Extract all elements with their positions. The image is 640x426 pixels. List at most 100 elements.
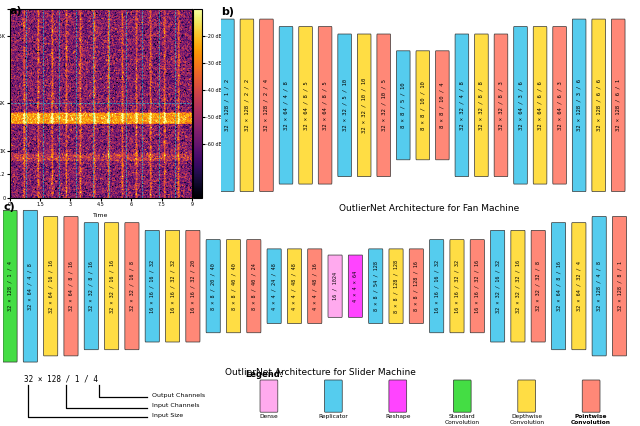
Text: a): a) bbox=[10, 6, 22, 16]
FancyBboxPatch shape bbox=[267, 249, 281, 323]
Text: 8 × 8 / 40 / 24: 8 × 8 / 40 / 24 bbox=[252, 263, 257, 310]
FancyBboxPatch shape bbox=[490, 230, 505, 342]
Text: 16 × 16 / 32 / 16: 16 × 16 / 32 / 16 bbox=[475, 259, 480, 313]
Text: 4 × 4 / 48 / 16: 4 × 4 / 48 / 16 bbox=[312, 263, 317, 310]
FancyBboxPatch shape bbox=[531, 230, 545, 342]
Text: 8 × 8 / 5 / 10: 8 × 8 / 5 / 10 bbox=[401, 83, 406, 128]
FancyBboxPatch shape bbox=[3, 210, 17, 362]
Text: 32 × 64 / 4 / 8: 32 × 64 / 4 / 8 bbox=[28, 263, 33, 310]
Text: 32 × 32 / 32 / 8: 32 × 32 / 32 / 8 bbox=[536, 261, 541, 311]
Text: 32 × 128 / 4 / 8: 32 × 128 / 4 / 8 bbox=[596, 261, 602, 311]
Text: Pointwise
Convolution: Pointwise Convolution bbox=[571, 414, 611, 425]
FancyBboxPatch shape bbox=[552, 223, 566, 350]
Text: Reshape: Reshape bbox=[385, 414, 410, 419]
Text: Output Channels: Output Channels bbox=[152, 393, 205, 398]
Text: 16 / 1024: 16 / 1024 bbox=[333, 272, 337, 300]
Text: 32 × 32 / 16 / 16: 32 × 32 / 16 / 16 bbox=[109, 259, 114, 313]
FancyBboxPatch shape bbox=[416, 51, 429, 160]
FancyBboxPatch shape bbox=[260, 380, 278, 412]
Text: OutlierNet Architecture for Fan Machine: OutlierNet Architecture for Fan Machine bbox=[339, 204, 519, 213]
FancyBboxPatch shape bbox=[23, 210, 37, 362]
FancyBboxPatch shape bbox=[377, 34, 390, 177]
Text: 32 × 64 / 6 / 3: 32 × 64 / 6 / 3 bbox=[557, 81, 562, 130]
Text: Dense: Dense bbox=[260, 414, 278, 419]
FancyBboxPatch shape bbox=[369, 249, 383, 323]
Text: 16 × 16 / 32 / 32: 16 × 16 / 32 / 32 bbox=[454, 259, 460, 313]
Text: 32 × 128 / 1 / 2: 32 × 128 / 1 / 2 bbox=[225, 79, 230, 131]
Text: 32 × 128 / 1 / 4: 32 × 128 / 1 / 4 bbox=[8, 261, 13, 311]
FancyBboxPatch shape bbox=[240, 19, 253, 192]
Text: 32 × 64 / 6 / 6: 32 × 64 / 6 / 6 bbox=[538, 81, 543, 130]
FancyBboxPatch shape bbox=[206, 240, 220, 333]
FancyBboxPatch shape bbox=[592, 19, 605, 192]
FancyBboxPatch shape bbox=[64, 216, 78, 356]
Text: 32 × 32 / 10 / 10: 32 × 32 / 10 / 10 bbox=[362, 78, 367, 133]
Text: 4 × 4 / 48 / 48: 4 × 4 / 48 / 48 bbox=[292, 263, 297, 310]
Text: 8 × 8 / 40 / 40: 8 × 8 / 40 / 40 bbox=[231, 263, 236, 310]
Text: 8 × 8 / 10 / 10: 8 × 8 / 10 / 10 bbox=[420, 81, 426, 130]
FancyBboxPatch shape bbox=[227, 240, 241, 333]
FancyBboxPatch shape bbox=[247, 240, 261, 333]
FancyBboxPatch shape bbox=[553, 26, 566, 184]
FancyBboxPatch shape bbox=[455, 34, 468, 177]
Text: Legend:: Legend: bbox=[244, 370, 283, 379]
Text: 32 × 32 / 8 / 3: 32 × 32 / 8 / 3 bbox=[499, 81, 504, 130]
FancyBboxPatch shape bbox=[389, 249, 403, 323]
Text: 32 × 128 / 8 / 1: 32 × 128 / 8 / 1 bbox=[617, 261, 622, 311]
FancyBboxPatch shape bbox=[436, 51, 449, 160]
FancyBboxPatch shape bbox=[166, 230, 180, 342]
FancyBboxPatch shape bbox=[470, 240, 484, 333]
FancyBboxPatch shape bbox=[338, 34, 351, 177]
Text: 32 × 64 / 4 / 8: 32 × 64 / 4 / 8 bbox=[284, 81, 289, 130]
Text: 32 × 128 / 6 / 6: 32 × 128 / 6 / 6 bbox=[596, 79, 601, 131]
FancyBboxPatch shape bbox=[494, 34, 508, 177]
Text: 8 × 8 / 10 / 4: 8 × 8 / 10 / 4 bbox=[440, 83, 445, 128]
Text: Standard
Convolution: Standard Convolution bbox=[445, 414, 480, 425]
FancyBboxPatch shape bbox=[450, 240, 464, 333]
FancyBboxPatch shape bbox=[389, 380, 406, 412]
Text: Replicator: Replicator bbox=[319, 414, 348, 419]
Text: 32 × 32 / 8 / 8: 32 × 32 / 8 / 8 bbox=[479, 81, 484, 130]
FancyBboxPatch shape bbox=[221, 19, 234, 192]
FancyBboxPatch shape bbox=[287, 249, 301, 323]
Text: 16 × 16 / 32 / 20: 16 × 16 / 32 / 20 bbox=[190, 259, 195, 313]
FancyBboxPatch shape bbox=[186, 230, 200, 342]
FancyBboxPatch shape bbox=[328, 255, 342, 317]
FancyBboxPatch shape bbox=[611, 19, 625, 192]
Text: c): c) bbox=[3, 202, 15, 212]
FancyBboxPatch shape bbox=[357, 34, 371, 177]
Text: OutlierNet Architecture for Slider Machine: OutlierNet Architecture for Slider Machi… bbox=[225, 368, 415, 377]
Text: b): b) bbox=[221, 7, 234, 17]
Text: 32 × 32 / 5 / 10: 32 × 32 / 5 / 10 bbox=[342, 79, 347, 131]
FancyBboxPatch shape bbox=[324, 380, 342, 412]
Text: 32 × 128 / 2 / 2: 32 × 128 / 2 / 2 bbox=[244, 79, 250, 131]
FancyBboxPatch shape bbox=[572, 19, 586, 192]
FancyBboxPatch shape bbox=[318, 26, 332, 184]
Text: 32 × 128 / 2 / 4: 32 × 128 / 2 / 4 bbox=[264, 79, 269, 131]
Text: 32 × 64 / 16 / 16: 32 × 64 / 16 / 16 bbox=[48, 259, 53, 313]
X-axis label: Time: Time bbox=[93, 213, 109, 218]
Text: 32 × 32 / 8 / 16: 32 × 32 / 8 / 16 bbox=[89, 261, 94, 311]
FancyBboxPatch shape bbox=[125, 223, 139, 350]
Text: 16 × 16 / 16 / 32: 16 × 16 / 16 / 32 bbox=[150, 259, 155, 313]
Text: 16 × 16 / 16 / 32: 16 × 16 / 16 / 32 bbox=[434, 259, 439, 313]
FancyBboxPatch shape bbox=[299, 26, 312, 184]
Text: 32 × 128 / 3 / 6: 32 × 128 / 3 / 6 bbox=[577, 79, 582, 131]
Text: 32 × 64 / 32 / 4: 32 × 64 / 32 / 4 bbox=[577, 261, 581, 311]
Text: 16 × 16 / 32 / 32: 16 × 16 / 32 / 32 bbox=[170, 259, 175, 313]
FancyBboxPatch shape bbox=[44, 216, 58, 356]
FancyBboxPatch shape bbox=[348, 255, 362, 317]
Text: 32 × 32 / 4 / 8: 32 × 32 / 4 / 8 bbox=[460, 81, 465, 130]
FancyBboxPatch shape bbox=[475, 34, 488, 177]
Text: 8 × 8 / 128 / 16: 8 × 8 / 128 / 16 bbox=[414, 261, 419, 311]
FancyBboxPatch shape bbox=[612, 216, 627, 356]
FancyBboxPatch shape bbox=[518, 380, 536, 412]
FancyBboxPatch shape bbox=[104, 223, 118, 350]
FancyBboxPatch shape bbox=[582, 380, 600, 412]
Text: 8 × 8 / 128 / 128: 8 × 8 / 128 / 128 bbox=[394, 259, 399, 313]
FancyBboxPatch shape bbox=[592, 216, 606, 356]
Text: Input Channels: Input Channels bbox=[152, 403, 199, 409]
FancyBboxPatch shape bbox=[308, 249, 322, 323]
FancyBboxPatch shape bbox=[84, 223, 99, 350]
Text: 32 × 32 / 16 / 8: 32 × 32 / 16 / 8 bbox=[129, 261, 134, 311]
